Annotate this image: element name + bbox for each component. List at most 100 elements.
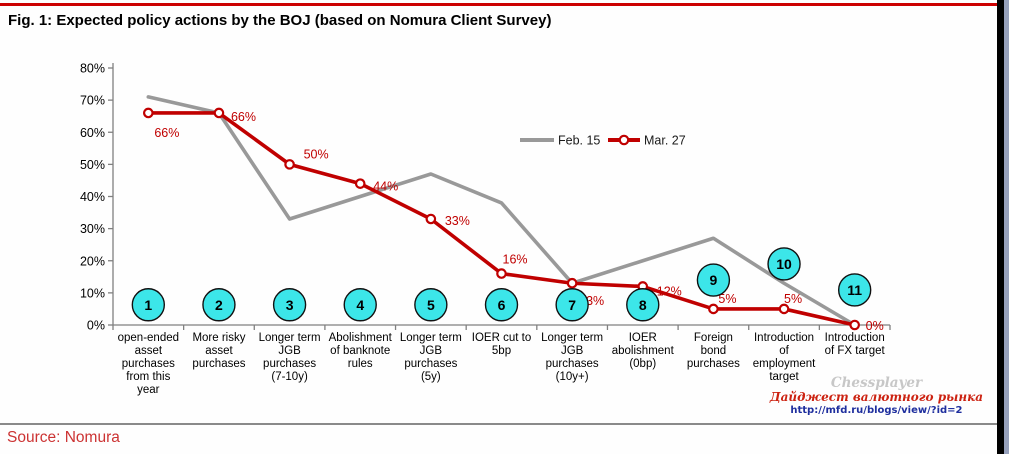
category-label: Longer term JGB purchases (10y+) <box>541 332 603 383</box>
y-tick-label: 50% <box>80 158 105 172</box>
step-badge <box>272 288 307 322</box>
data-label: 16% <box>503 253 528 267</box>
step-badge <box>131 288 166 322</box>
data-label: 5% <box>718 292 736 306</box>
legend-label-feb15: Feb. 15 <box>558 134 600 148</box>
category-label-line: of FX target <box>825 345 886 357</box>
data-label: 66% <box>154 126 179 140</box>
data-point-marker <box>213 107 225 119</box>
category-label-line: purchases <box>687 358 740 370</box>
category-label-line: (7-10y) <box>271 371 308 383</box>
category-label-line: JGB <box>278 345 301 357</box>
data-point-marker <box>354 178 366 189</box>
category-label-line: asset <box>135 345 163 357</box>
step-badge <box>555 288 589 322</box>
category-label-line: purchases <box>404 358 457 370</box>
category-label: Abolishment of banknote rules <box>329 332 393 370</box>
category-label-line: purchases <box>546 358 599 370</box>
step-badge-number: 10 <box>776 256 792 272</box>
category-label-line: open-ended <box>118 332 179 344</box>
category-label-line: target <box>769 371 799 383</box>
category-label: Introduction of employment target <box>753 332 816 383</box>
category-label-line: of <box>779 345 789 357</box>
category-label-line: bond <box>701 345 727 357</box>
y-tick-label: 70% <box>80 94 105 108</box>
data-point-marker <box>708 303 719 315</box>
category-label-line: purchases <box>263 358 316 370</box>
step-badge <box>484 288 519 322</box>
category-label-line: of banknote <box>330 345 390 357</box>
figure-title: Fig. 1: Expected policy actions by the B… <box>8 12 552 29</box>
step-badge-number: 11 <box>847 282 862 298</box>
legend-label-mar27: Mar. 27 <box>644 134 686 148</box>
y-tick-label: 30% <box>80 222 105 236</box>
step-badge-number: 9 <box>710 272 718 288</box>
step-badge-number: 2 <box>215 297 223 313</box>
category-label-line: (0bp) <box>629 358 656 370</box>
y-tick-label: 60% <box>80 126 105 140</box>
y-tick-label: 10% <box>80 286 105 300</box>
y-tick-label: 40% <box>80 190 105 204</box>
y-tick-label: 20% <box>80 254 105 268</box>
category-label-line: Abolishment <box>329 332 393 344</box>
watermark-subtitle: Дайджест валютного рынка <box>769 390 983 404</box>
data-point-marker <box>778 303 790 315</box>
category-label-line: 5bp <box>492 345 511 357</box>
category-label-line: purchases <box>122 358 175 370</box>
watermark-brand: Chessplayer <box>830 375 923 391</box>
data-label: 12% <box>657 284 682 298</box>
step-badge <box>202 288 236 322</box>
category-label-line: Longer term <box>400 332 462 344</box>
category-label-line: JGB <box>420 345 443 357</box>
step-badge <box>626 288 660 322</box>
data-point-marker <box>566 277 578 289</box>
category-label: Longer term JGB purchases (5y) <box>400 332 462 383</box>
category-label: IOER cut to 5bp <box>472 332 531 357</box>
data-label: 66% <box>231 110 256 124</box>
category-label-line: Introduction <box>754 332 814 344</box>
category-label: More risky asset purchases <box>192 332 245 370</box>
step-badge-number: 5 <box>427 297 435 313</box>
category-label-line: JGB <box>561 345 584 357</box>
category-label-line: year <box>137 384 160 396</box>
series-line-0 <box>146 95 857 327</box>
top-divider <box>0 3 998 6</box>
step-badge <box>837 273 872 307</box>
step-badge-number: 1 <box>144 297 152 313</box>
data-label: 0% <box>866 319 884 333</box>
category-label-line: abolishment <box>612 345 675 357</box>
y-tick-label: 80% <box>80 62 105 76</box>
category-label-line: rules <box>348 358 373 370</box>
right-border-black <box>997 0 1004 454</box>
category-label-line: from this <box>126 371 170 383</box>
step-badge <box>343 288 377 322</box>
legend-marker-mar27 <box>618 134 630 146</box>
category-label-line: IOER cut to <box>472 332 531 344</box>
category-label: Introduction of FX target <box>825 332 886 357</box>
right-border-slate <box>1004 0 1009 454</box>
category-label-line: (10y+) <box>556 371 589 383</box>
category-label-line: IOER <box>629 332 657 344</box>
step-badge-number: 4 <box>356 297 364 313</box>
category-label-line: Introduction <box>825 332 885 344</box>
category-label-line: More risky <box>192 332 245 344</box>
category-label-line: employment <box>753 358 816 370</box>
step-badge <box>414 288 448 322</box>
data-label: 5% <box>784 292 802 306</box>
step-badge <box>696 263 731 297</box>
category-label-line: Foreign <box>694 332 733 344</box>
category-label-line: (5y) <box>421 371 441 383</box>
source-label: Source: Nomura <box>7 429 120 446</box>
category-label: open-ended asset purchases from this year <box>118 332 179 396</box>
category-label-line: Longer term <box>259 332 321 344</box>
step-badge-number: 7 <box>568 297 576 313</box>
category-label-line: purchases <box>192 358 245 370</box>
data-point-marker <box>496 268 507 279</box>
step-badge-number: 6 <box>498 297 506 313</box>
step-badge <box>767 247 801 281</box>
category-label: IOER abolishment (0bp) <box>612 332 675 370</box>
category-label-line: Longer term <box>541 332 603 344</box>
category-label-line: asset <box>205 345 233 357</box>
